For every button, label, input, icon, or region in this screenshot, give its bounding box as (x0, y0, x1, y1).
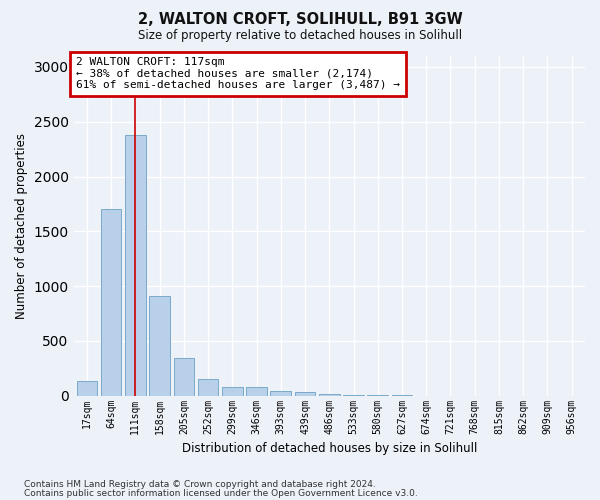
Bar (246, 387, 267, 396)
Text: Contains public sector information licensed under the Open Government Licence v3: Contains public sector information licen… (24, 489, 418, 498)
Text: 2 WALTON CROFT: 117sqm
← 38% of detached houses are smaller (2,174)
61% of semi-: 2 WALTON CROFT: 117sqm ← 38% of detached… (76, 57, 400, 90)
Bar (343, 395, 364, 396)
X-axis label: Distribution of detached houses by size in Solihull: Distribution of detached houses by size … (182, 442, 477, 455)
Bar (271, 390, 291, 396)
Bar (222, 387, 242, 396)
Bar (101, 210, 121, 396)
Bar (149, 296, 170, 396)
Y-axis label: Number of detached properties: Number of detached properties (15, 133, 28, 319)
Bar (319, 394, 340, 396)
Bar (77, 382, 97, 396)
Text: Contains HM Land Registry data © Crown copyright and database right 2024.: Contains HM Land Registry data © Crown c… (24, 480, 376, 489)
Bar (198, 378, 218, 396)
Text: 2, WALTON CROFT, SOLIHULL, B91 3GW: 2, WALTON CROFT, SOLIHULL, B91 3GW (137, 12, 463, 28)
Bar (173, 358, 194, 396)
Text: Size of property relative to detached houses in Solihull: Size of property relative to detached ho… (138, 28, 462, 42)
Bar (125, 135, 146, 396)
Bar (295, 392, 316, 396)
